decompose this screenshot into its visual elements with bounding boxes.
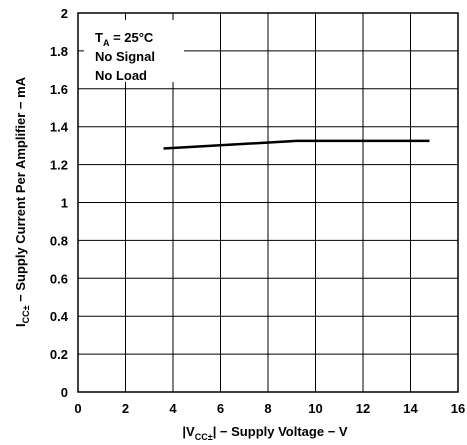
x-tick-label: 12 <box>356 401 370 416</box>
x-tick-label: 8 <box>264 401 271 416</box>
y-tick-label: 0 <box>61 385 68 400</box>
x-tick-label: 10 <box>308 401 322 416</box>
y-tick-label: 2 <box>61 6 68 21</box>
x-tick-label: 14 <box>403 401 418 416</box>
y-tick-label: 1.2 <box>50 158 68 173</box>
x-axis-label: |VCC±| − Supply Voltage − V <box>182 424 347 442</box>
grid <box>77 12 459 393</box>
x-tick-label: 16 <box>451 401 465 416</box>
x-tick-label: 4 <box>169 401 177 416</box>
series-group <box>163 139 430 150</box>
plot-frame <box>77 12 459 393</box>
y-tick-label: 1.8 <box>50 44 68 59</box>
series-line <box>163 139 430 150</box>
y-tick-label: 0.4 <box>50 309 69 324</box>
x-tick-labels: 0 2 4 6 8 10 12 14 16 <box>74 401 465 416</box>
annotation-no-load: No Load <box>95 68 147 83</box>
y-tick-label: 0.8 <box>50 233 68 248</box>
annotation-temperature: TA = 25°C <box>95 30 154 48</box>
y-tick-labels: 0 0.2 0.4 0.6 0.8 1 1.2 1.4 1.6 1.8 2 <box>50 6 69 400</box>
annotation-background <box>84 20 184 82</box>
y-tick-label: 1.4 <box>50 120 69 135</box>
y-tick-label: 0.6 <box>50 271 68 286</box>
x-tick-label: 6 <box>217 401 224 416</box>
y-tick-label: 0.2 <box>50 347 68 362</box>
x-tick-label: 0 <box>74 401 81 416</box>
y-tick-label: 1.6 <box>50 82 68 97</box>
x-tick-label: 2 <box>122 401 129 416</box>
y-tick-label: 1 <box>61 196 68 211</box>
annotation-no-signal: No Signal <box>95 49 155 64</box>
y-axis-label: ICC± − Supply Current Per Amplifier − mA <box>13 76 31 327</box>
